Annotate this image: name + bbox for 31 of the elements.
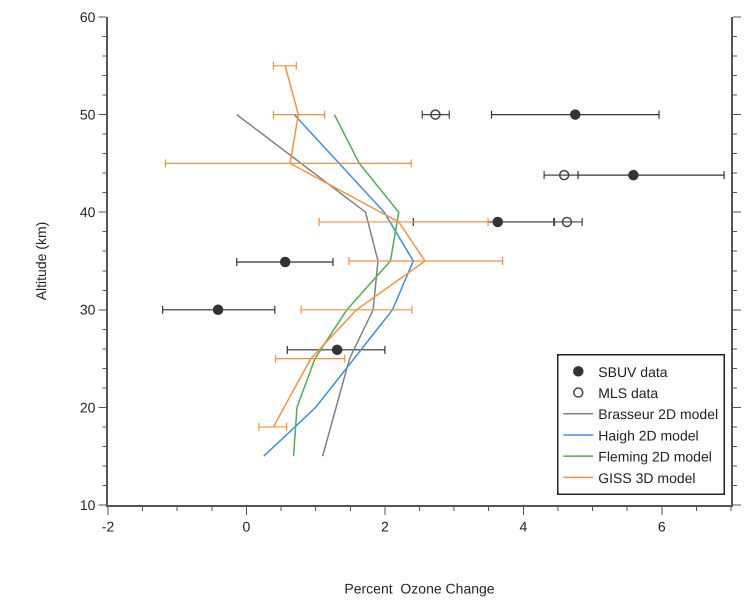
point bbox=[628, 170, 639, 180]
legend-label: Haigh 2D model bbox=[598, 427, 699, 444]
x-tick-label: 4 bbox=[519, 518, 528, 535]
y-tick-label: 40 bbox=[80, 204, 96, 220]
point bbox=[212, 304, 224, 316]
x-tick-label: 0 bbox=[242, 518, 251, 535]
legend-label: Fleming 2D model bbox=[598, 448, 712, 465]
y-axis-title: Altitude (km) bbox=[32, 222, 49, 300]
legend-label: GISS 3D model bbox=[598, 470, 696, 486]
point bbox=[280, 256, 290, 268]
y-tick-label: 20 bbox=[80, 399, 96, 416]
point bbox=[558, 170, 570, 180]
x-tick-label: 6 bbox=[658, 518, 666, 535]
line-series bbox=[236, 114, 379, 457]
point bbox=[430, 109, 441, 120]
point bbox=[562, 216, 572, 228]
y-tick-label: 30 bbox=[80, 302, 96, 318]
legend-label: MLS data bbox=[598, 385, 658, 401]
x-tick-label: -2 bbox=[102, 518, 114, 535]
y-tick-label: 50 bbox=[80, 106, 96, 122]
line-series bbox=[263, 114, 414, 457]
line-series bbox=[292, 114, 400, 457]
x-tick-label: 2 bbox=[380, 518, 389, 535]
point bbox=[570, 109, 580, 120]
x-axis-title: Percent Ozone Change bbox=[344, 580, 495, 596]
point bbox=[492, 216, 503, 228]
y-tick-label: 10 bbox=[80, 496, 96, 513]
point bbox=[332, 344, 342, 356]
y-tick-label: 60 bbox=[80, 8, 96, 25]
legend-label: Brasseur 2D model bbox=[598, 406, 718, 422]
legend-label: SBUV data bbox=[598, 364, 668, 380]
